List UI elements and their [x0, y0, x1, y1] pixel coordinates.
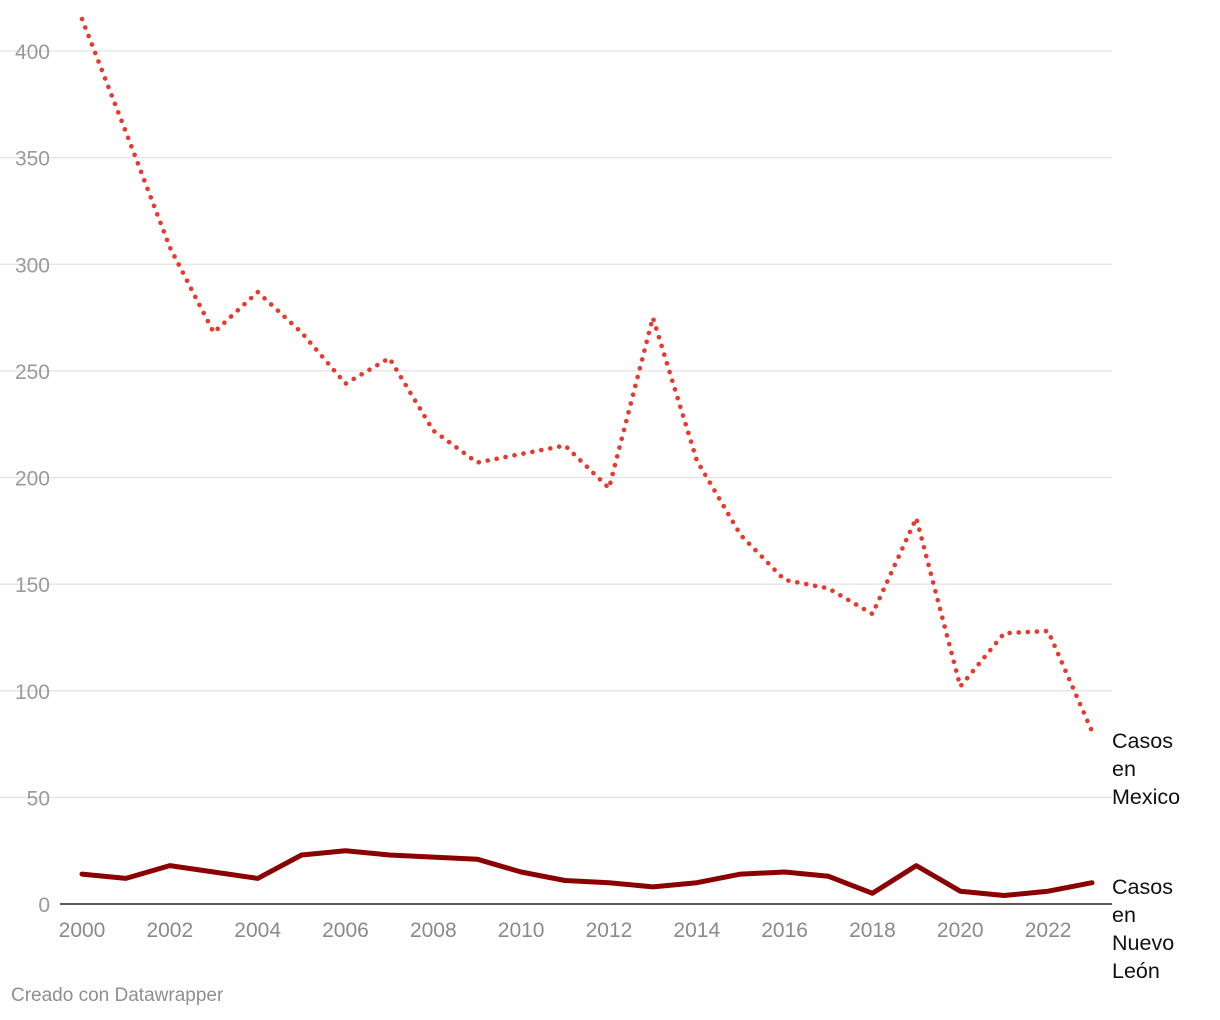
series-label: León: [1112, 959, 1160, 983]
y-tick-label: 50: [27, 787, 50, 810]
x-tick-label: 2002: [146, 919, 193, 942]
x-tick-label: 2022: [1025, 919, 1072, 942]
series-label: Casos: [1112, 729, 1173, 753]
x-tick-label: 2008: [410, 919, 457, 942]
y-axis-ticks: 0 50 100 150 200 250 300 350 400: [15, 41, 50, 917]
series-label: Mexico: [1112, 785, 1180, 809]
y-tick-label: 350: [15, 148, 50, 171]
series-label: Casos: [1112, 875, 1173, 899]
y-tick-label: 0: [38, 894, 50, 917]
x-tick-label: 2010: [498, 919, 545, 942]
x-tick-label: 2012: [586, 919, 633, 942]
y-tick-label: 100: [15, 681, 50, 704]
x-tick-label: 2004: [234, 919, 281, 942]
x-tick-label: 2006: [322, 919, 369, 942]
x-tick-label: 2000: [59, 919, 106, 942]
x-tick-label: 2016: [761, 919, 808, 942]
x-tick-label: 2014: [673, 919, 720, 942]
gridlines: [0, 50, 1112, 905]
series-label: Nuevo: [1112, 931, 1174, 955]
credit-text: Creado con Datawrapper: [11, 985, 224, 1006]
x-axis-ticks: 2000 2002 2004 2006 2008 2010 2012 2014 2016 2018…: [59, 919, 1072, 942]
series-label: en: [1112, 903, 1136, 927]
y-tick-label: 250: [15, 361, 50, 384]
series-label: en: [1112, 757, 1136, 781]
series-line: [79, 848, 1095, 898]
x-tick-label: 2018: [849, 919, 896, 942]
y-tick-label: 200: [15, 468, 50, 491]
series-lines: [79, 16, 1095, 898]
series-labels: Casos en Mexico Casos en Nuevo León: [1112, 729, 1180, 983]
y-tick-label: 150: [15, 574, 50, 597]
series-line: [79, 16, 1095, 734]
y-tick-label: 300: [15, 254, 50, 277]
y-tick-label: 400: [15, 41, 50, 64]
x-tick-label: 2020: [937, 919, 984, 942]
